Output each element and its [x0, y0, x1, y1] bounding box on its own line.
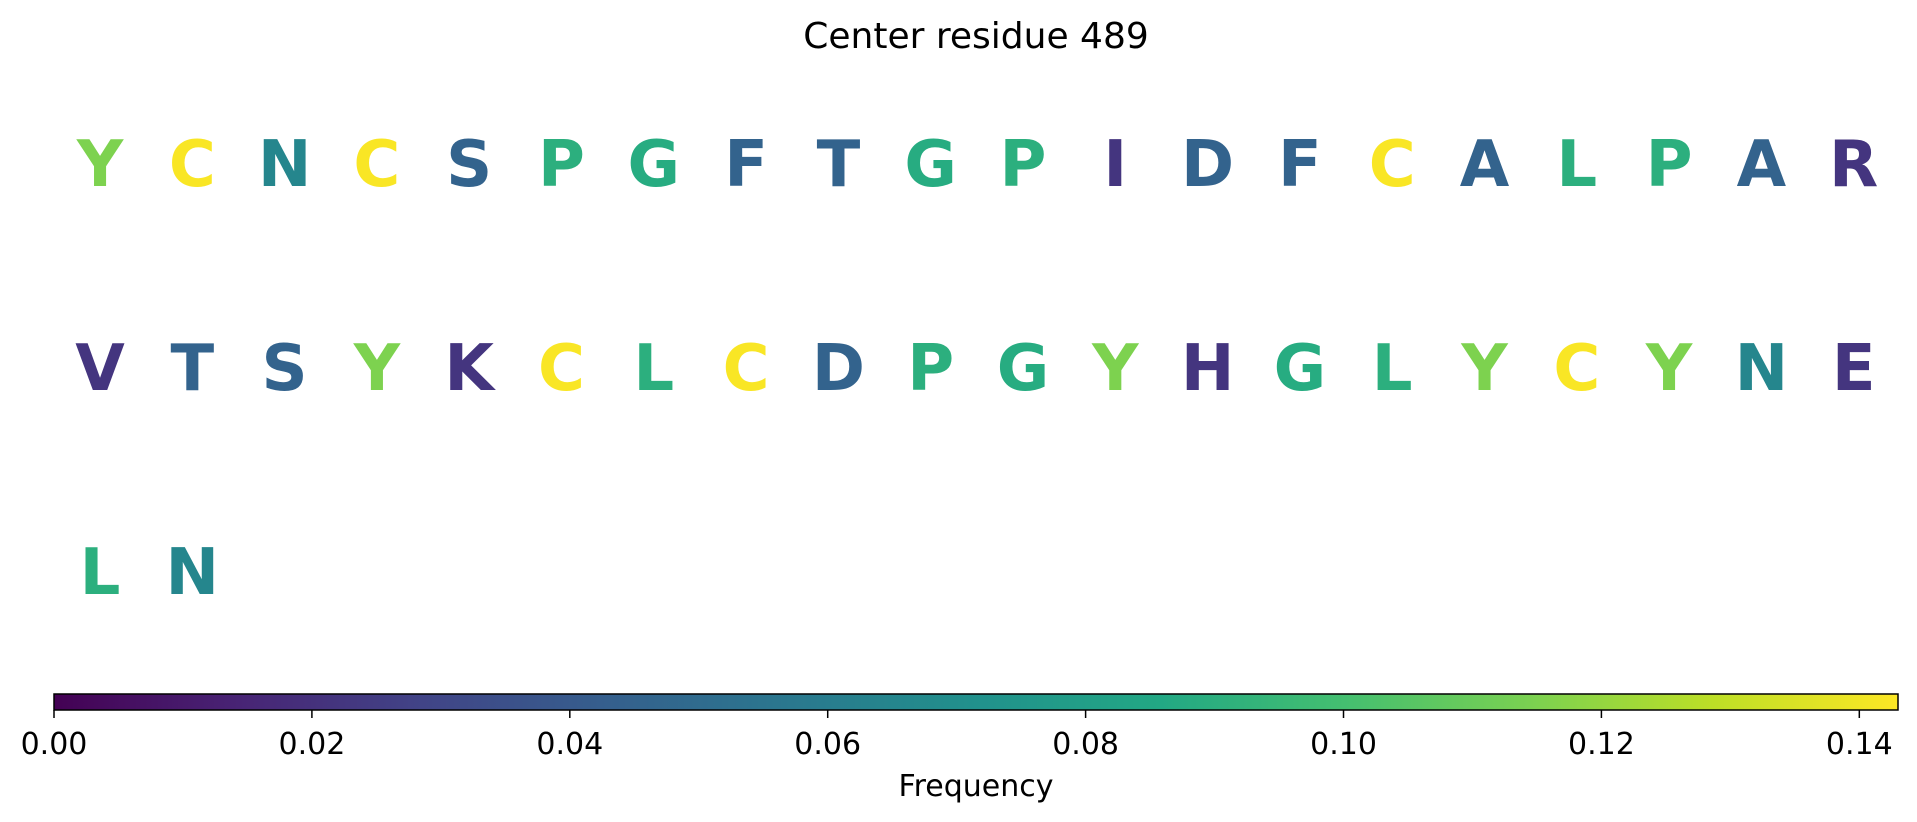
- residue-letter: C: [723, 332, 770, 406]
- residue-letter: N: [1735, 332, 1789, 406]
- residue-letter: Y: [1460, 332, 1508, 406]
- colorbar-tick-label: 0.00: [21, 727, 88, 762]
- residue-letter: C: [1369, 128, 1416, 202]
- residue-letter: C: [538, 332, 585, 406]
- residue-letter: L: [80, 536, 121, 610]
- colorbar-tick-label: 0.02: [279, 727, 346, 762]
- residue-letter: G: [628, 128, 681, 202]
- colorbar: 0.00 0.02 0.04 0.06 0.08 0.10 0.12 0.14 Frequen…: [21, 693, 1899, 804]
- chart-title: Center residue 489: [803, 16, 1149, 57]
- residue-letter: P: [538, 128, 585, 202]
- colorbar-tick-label: 0.12: [1568, 727, 1635, 762]
- residue-letter: G: [997, 332, 1050, 406]
- residue-letter: L: [1372, 332, 1413, 406]
- colorbar-tick-label: 0.08: [1052, 727, 1119, 762]
- residue-letter: P: [1646, 128, 1693, 202]
- residue-letter: T: [170, 332, 214, 406]
- residue-letter: P: [907, 332, 954, 406]
- residue-letter: G: [904, 128, 957, 202]
- residue-letter: Y: [1091, 332, 1139, 406]
- residue-letter: A: [1460, 128, 1510, 202]
- residue-letter: C: [353, 128, 400, 202]
- residue-letter: V: [75, 332, 125, 406]
- residue-letter: Y: [353, 332, 401, 406]
- residue-letter: G: [1274, 332, 1327, 406]
- residue-letter: Y: [1645, 332, 1693, 406]
- residue-letter: H: [1181, 332, 1235, 406]
- colorbar-label: Frequency: [899, 769, 1054, 804]
- residue-letter: N: [166, 536, 220, 610]
- residue-letter: R: [1829, 128, 1878, 202]
- residue-letter: T: [817, 128, 861, 202]
- residue-letter: C: [1553, 332, 1600, 406]
- residue-letter: K: [444, 332, 496, 406]
- residue-letter: S: [446, 128, 492, 202]
- residue-letter: Y: [76, 128, 124, 202]
- residue-letter: P: [1000, 128, 1047, 202]
- residue-grid: Y C N C S P G F T G P I D F C A L P A RV T S Y K C L C D P G Y H G L Y C Y N E…: [75, 128, 1878, 610]
- residue-letter: F: [724, 128, 768, 202]
- residue-letter: S: [262, 332, 308, 406]
- residue-letter: L: [633, 332, 674, 406]
- colorbar-tick-label: 0.04: [536, 727, 603, 762]
- residue-letter: D: [1181, 128, 1234, 202]
- colorbar-tick-label: 0.10: [1310, 727, 1377, 762]
- colorbar-tick-label: 0.14: [1826, 727, 1893, 762]
- residue-letter: A: [1737, 128, 1787, 202]
- colorbar-tick-label: 0.06: [794, 727, 861, 762]
- residue-letter: L: [1556, 128, 1597, 202]
- colorbar-scale: [53, 693, 1899, 711]
- residue-letter: I: [1103, 128, 1127, 202]
- residue-letter: E: [1832, 332, 1876, 406]
- residue-letter: D: [812, 332, 865, 406]
- residue-letter: C: [169, 128, 216, 202]
- residue-letter: N: [258, 128, 312, 202]
- residue-letter: F: [1278, 128, 1322, 202]
- colorbar-ticks: 0.00 0.02 0.04 0.06 0.08 0.10 0.12 0.14: [21, 710, 1893, 762]
